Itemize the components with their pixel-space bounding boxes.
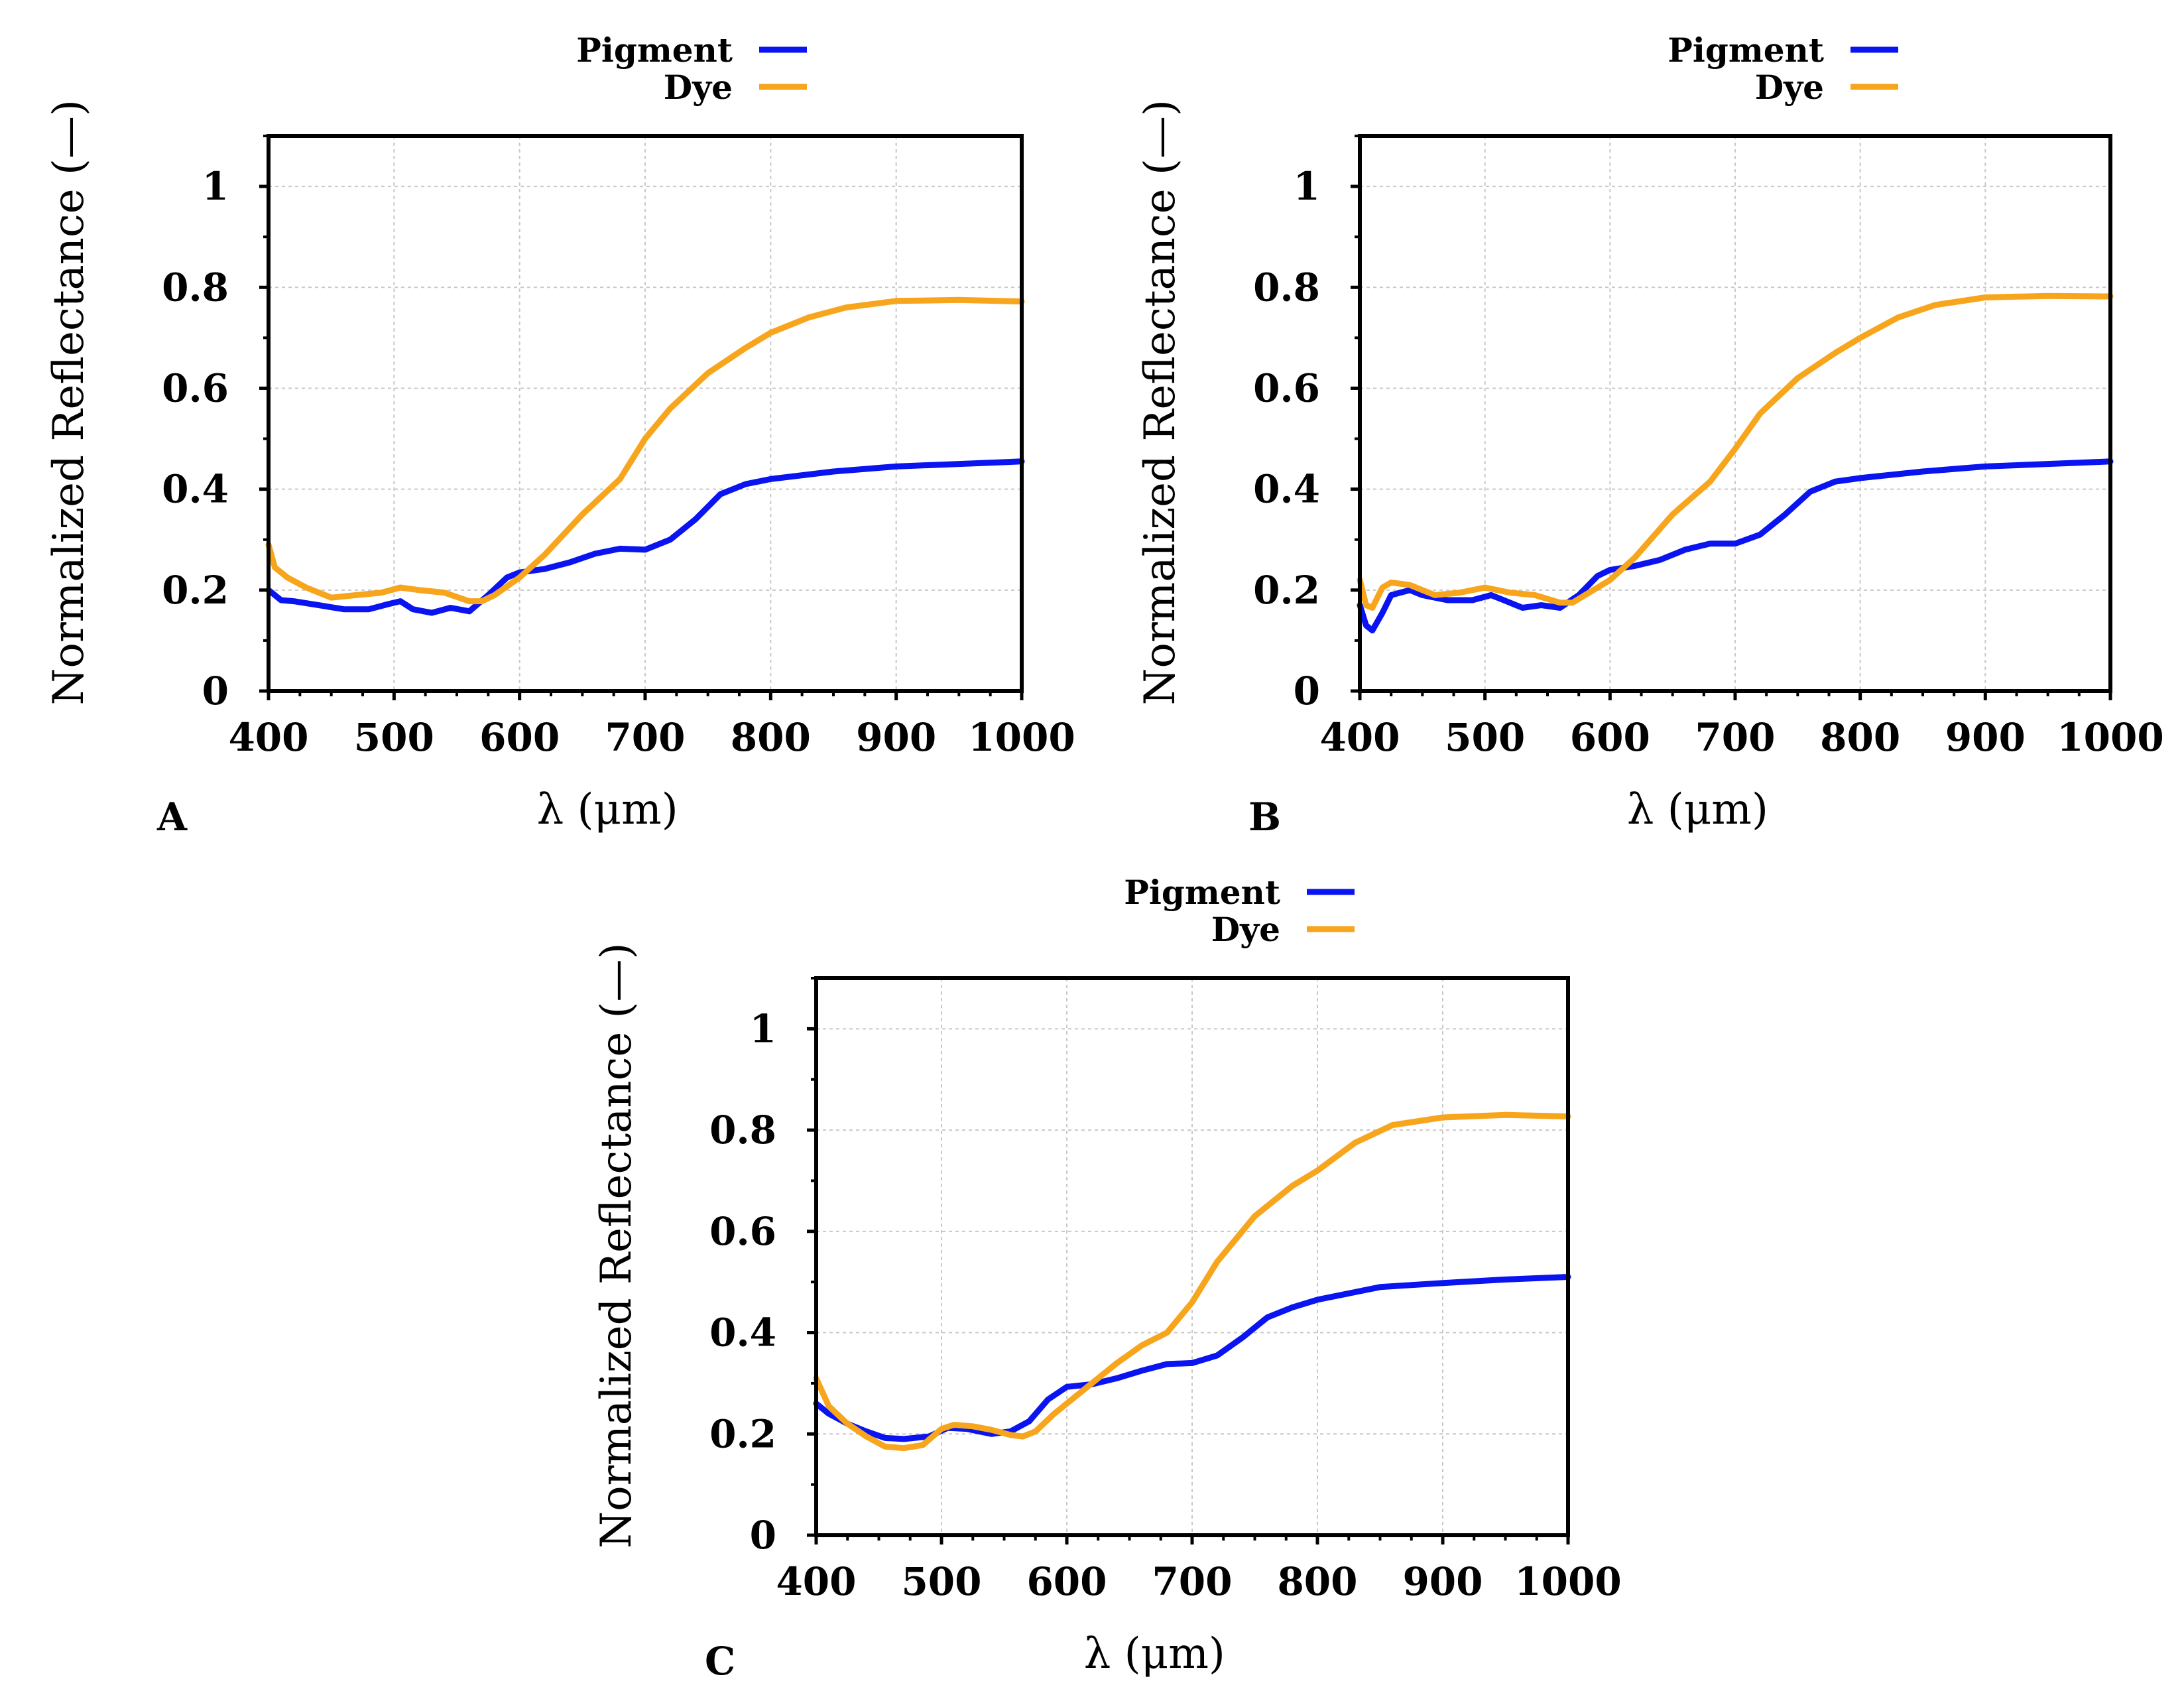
y-tick-label: 0.2 (162, 568, 229, 613)
x-tick-label: 900 (856, 715, 936, 760)
legend-label-dye: Dye (664, 68, 733, 107)
series-line-dye (265, 296, 1025, 605)
x-tick-label: 400 (228, 715, 308, 760)
y-tick-label: 0.8 (709, 1107, 776, 1153)
x-tick-label: 900 (1402, 1559, 1483, 1604)
x-tick-label: 700 (605, 715, 685, 760)
x-tick-label: 500 (901, 1559, 981, 1604)
y-tick-label: 0.4 (162, 467, 229, 512)
y-tick-label: 0.6 (709, 1209, 776, 1254)
x-tick-label: 1000 (2057, 715, 2163, 760)
series-line-pigment (813, 1274, 1571, 1442)
y-tick-label: 1 (1294, 164, 1320, 209)
x-tick-label: 500 (354, 715, 434, 760)
legend-label-pigment: Pigment (576, 31, 733, 70)
x-tick-label: 800 (731, 715, 811, 760)
y-tick-label: 0.6 (1253, 365, 1320, 410)
x-tick-label: 400 (1319, 715, 1400, 760)
x-tick-label: 900 (1945, 715, 2026, 760)
x-tick-label: 700 (1695, 715, 1775, 760)
panel-label: A (156, 794, 188, 840)
x-tick-label: 400 (776, 1559, 856, 1604)
x-tick-label: 600 (1570, 715, 1650, 760)
panel-label: B (1248, 794, 1281, 840)
legend-label-dye: Dye (1755, 68, 1824, 107)
y-tick-label: 1 (202, 164, 229, 209)
y-tick-label: 0.2 (1253, 568, 1320, 613)
y-tick-label: 0.2 (709, 1411, 776, 1456)
chart-panel-a: 400 500 600 700 800 900 1000 0 0.2 0.4 0.6 0.8 1 λ (μ… (44, 31, 1075, 840)
y-tick-label: 0.6 (162, 365, 229, 410)
y-tick-label: 0.8 (1253, 265, 1320, 310)
x-tick-label: 700 (1152, 1559, 1232, 1604)
chart-panel-c: 400 500 600 700 800 900 1000 0 0.2 0.4 0.6 0.8 1 λ (μ… (592, 873, 1622, 1684)
y-tick-label: 0 (202, 668, 229, 714)
x-tick-label: 1000 (968, 715, 1075, 760)
x-axis-title: λ (μm) (1084, 1629, 1225, 1678)
x-tick-label: 600 (479, 715, 560, 760)
y-tick-label: 0.8 (162, 265, 229, 310)
y-tick-label: 0 (750, 1513, 776, 1558)
series-line-pigment (1357, 458, 2114, 634)
series-line-pigment (265, 458, 1025, 616)
x-tick-label: 600 (1026, 1559, 1107, 1604)
legend-label-pigment: Pigment (1124, 873, 1280, 912)
x-tick-label: 1000 (1514, 1559, 1621, 1604)
x-tick-label: 500 (1445, 715, 1525, 760)
y-tick-label: 0.4 (1253, 467, 1320, 512)
legend-label-pigment: Pigment (1668, 31, 1824, 70)
series-line-dye (813, 1111, 1571, 1452)
chart-panel-b: 400 500 600 700 800 900 1000 0 0.2 0.4 0.6 0.8 1 λ (μ… (1136, 31, 2164, 840)
series-line-dye (1357, 292, 2114, 611)
y-tick-label: 1 (750, 1006, 776, 1051)
y-tick-label: 0.4 (709, 1310, 776, 1355)
y-axis-title: Normalized Reflectance (—) (1136, 99, 1185, 705)
x-axis-title: λ (μm) (537, 785, 678, 834)
y-axis-title: Normalized Reflectance (—) (44, 99, 93, 705)
y-tick-label: 0 (1294, 668, 1320, 714)
panel-label: C (705, 1639, 735, 1684)
x-tick-label: 800 (1820, 715, 1900, 760)
x-axis-title: λ (μm) (1627, 785, 1768, 834)
x-tick-label: 800 (1277, 1559, 1357, 1604)
legend-label-dye: Dye (1211, 910, 1280, 949)
y-axis-title: Normalized Reflectance (—) (592, 943, 641, 1548)
